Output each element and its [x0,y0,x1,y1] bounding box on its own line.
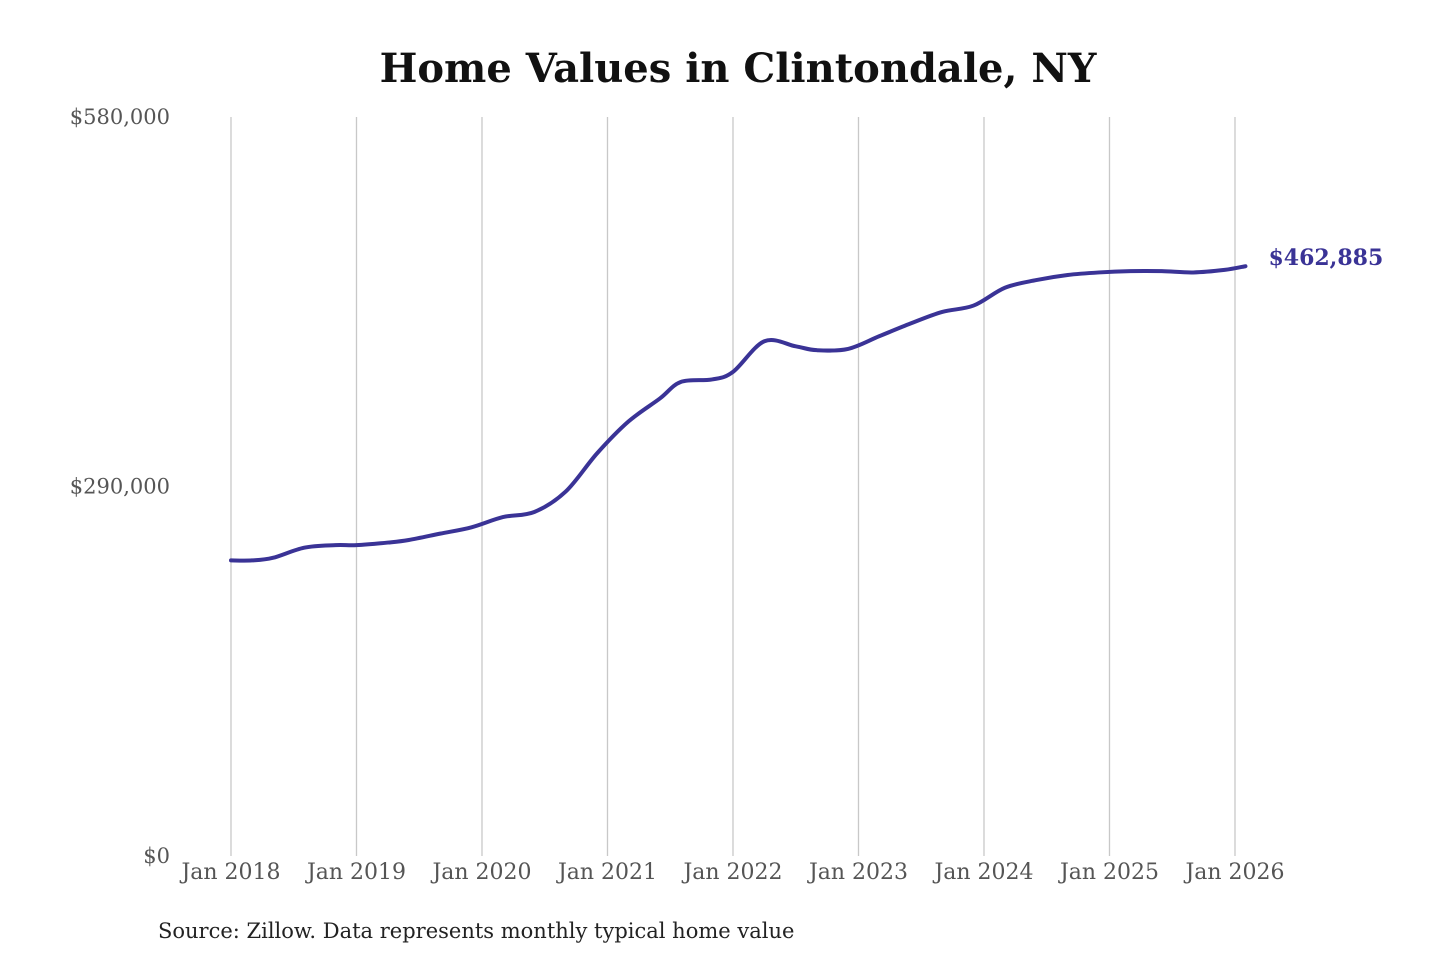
chart-title: Home Values in Clintondale, NY [380,45,1097,92]
series [229,264,1248,563]
x-tick-label: Jan 2023 [807,860,908,885]
x-tick-label: Jan 2021 [556,860,657,885]
gridlines [230,117,1236,856]
x-tick-label: Jan 2018 [179,860,280,885]
y-tick-label: $580,000 [70,105,170,129]
y-tick-label: $0 [143,844,170,868]
x-tick-label: Jan 2019 [305,860,406,885]
x-tick-label: Jan 2022 [681,860,782,885]
end-value-label: $462,885 [1268,245,1383,271]
x-tick-label: Jan 2026 [1183,860,1284,885]
y-tick-label: $290,000 [70,475,170,499]
x-tick-label: Jan 2020 [430,860,531,885]
source-note: Source: Zillow. Data represents monthly … [158,919,794,943]
y-axis-ticks: $0 $290,000 $580,000 [70,105,170,868]
series-line [229,264,1248,563]
x-tick-label: Jan 2024 [932,860,1033,885]
x-tick-label: Jan 2025 [1058,860,1159,885]
x-axis-ticks: Jan 2018 Jan 2019 Jan 2020 Jan 2021 Jan 2022… [179,860,1284,885]
